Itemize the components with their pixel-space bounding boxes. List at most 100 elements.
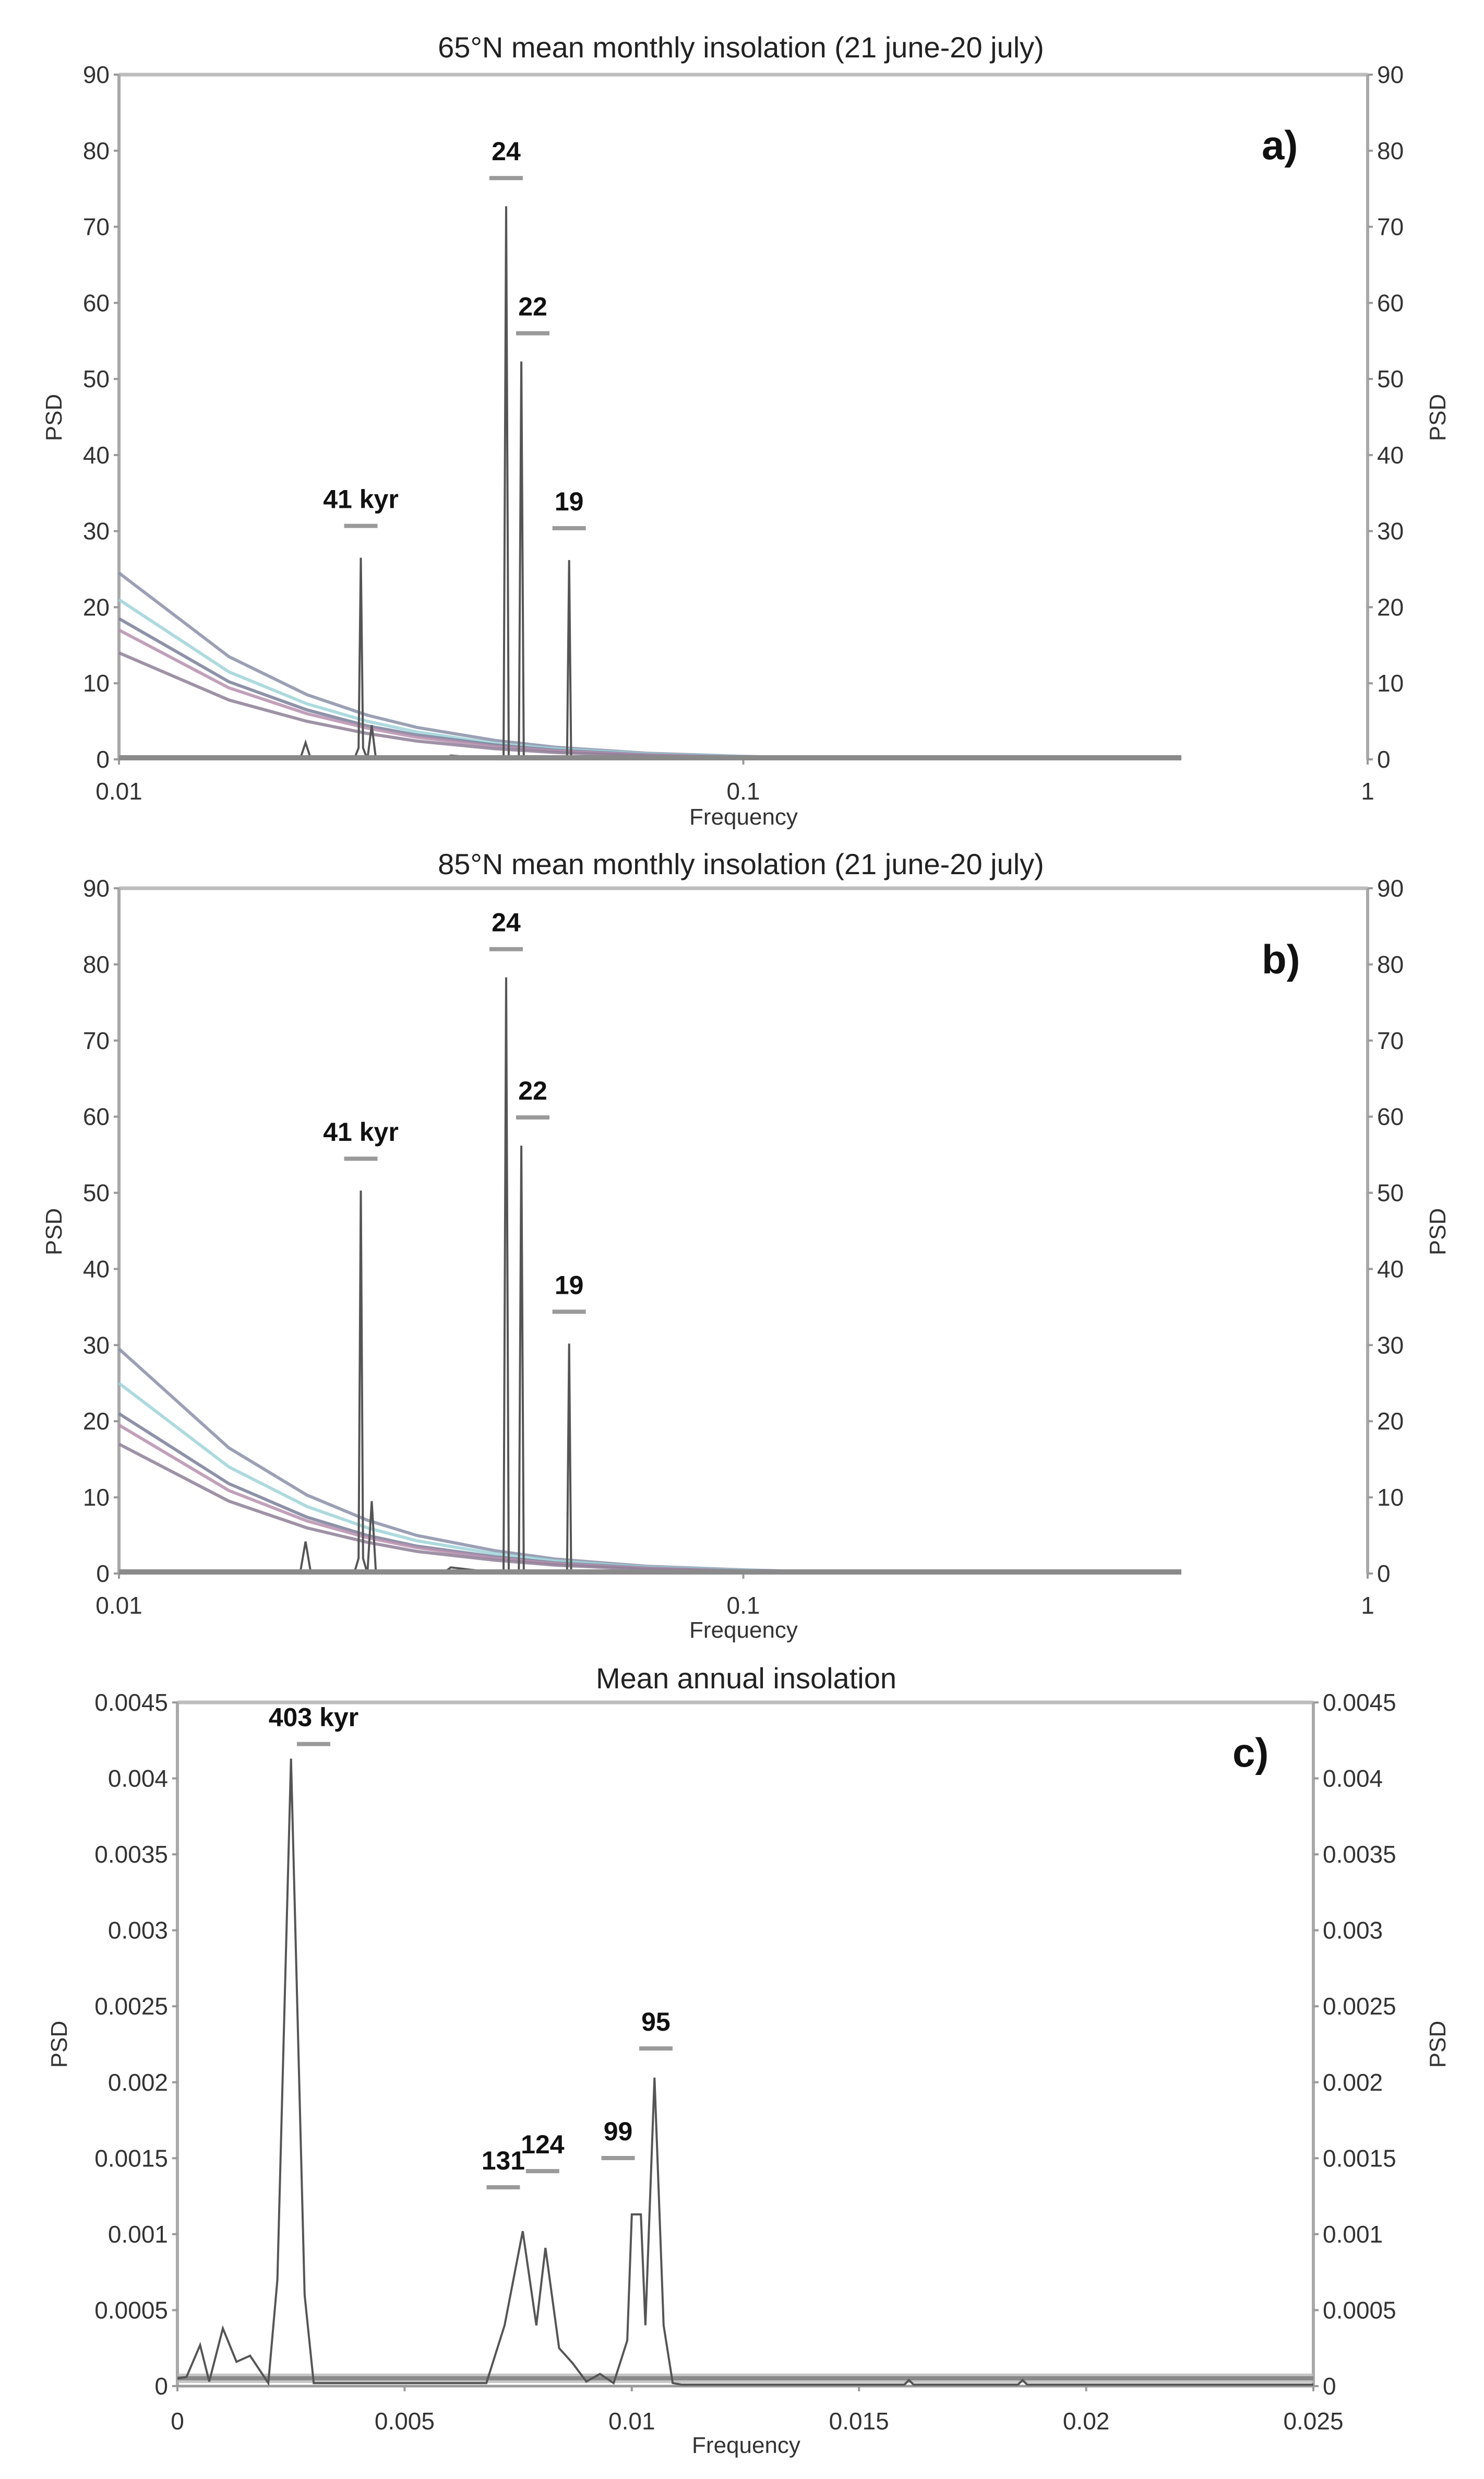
y-tick-label: 0.0015	[94, 2144, 168, 2172]
y-tick-label: 0.004	[1323, 1765, 1383, 1792]
x-tick-label: 0.1	[727, 778, 760, 805]
panel-c-y-ticks-right: 0 0.0005 0.001 0.0015 0.002 0.0025 0.003 0.0035…	[1313, 1689, 1396, 2400]
curve-confidence-upper-99	[117, 1348, 815, 1574]
panel-b-baseline	[119, 1569, 1181, 1575]
y-tick-label: 50	[1377, 365, 1404, 392]
peak-label: 131	[482, 2146, 525, 2175]
peak-frequency-annotation	[525, 2169, 559, 2174]
y-tick-label: 10	[83, 670, 110, 697]
panel-a-x-ticks: 0.01 0.1 1	[95, 759, 1374, 805]
panel-c-title: Mean annual insolation	[596, 1662, 896, 1695]
y-tick-label: 90	[83, 875, 110, 902]
y-tick-label: 70	[83, 213, 110, 241]
peak-label: 22	[518, 1076, 547, 1105]
peak-frequency-annotation	[489, 176, 523, 181]
y-tick-label: 0.0005	[1323, 2296, 1396, 2323]
peak-label: 19	[555, 1270, 584, 1300]
y-tick-label: 0.002	[108, 2069, 168, 2096]
y-tick-label: 40	[83, 1255, 110, 1282]
y-tick-label: 50	[1377, 1179, 1404, 1207]
peak-frequency-annotation	[489, 947, 523, 951]
peak-frequency-annotation	[552, 1309, 586, 1314]
y-tick-label: 10	[1377, 1484, 1404, 1511]
y-tick-label: 30	[1377, 518, 1404, 545]
panel-c-y-ticks-left: 0 0.0005 0.001 0.0015 0.002 0.0025 0.003 0.0035…	[94, 1689, 177, 2400]
y-tick-label: 0.0025	[1323, 1993, 1396, 2020]
peak-label: 41 kyr	[323, 485, 399, 514]
y-tick-label: 80	[83, 137, 110, 164]
y-tick-label: 0.0035	[1323, 1841, 1396, 1868]
y-tick-label: 0	[154, 2373, 168, 2400]
y-tick-label: 10	[1377, 670, 1404, 697]
panel-b-title: 85°N mean monthly insolation (21 june-20…	[438, 848, 1044, 880]
panel-c-spectrum	[177, 1758, 1313, 2387]
y-tick-label: 0.001	[1323, 2221, 1383, 2248]
peak-label: 124	[521, 2130, 565, 2159]
y-tick-label: 0	[96, 1560, 110, 1587]
y-tick-label: 80	[1377, 951, 1404, 978]
x-tick-label: 0.01	[95, 778, 142, 805]
peak-frequency-annotation	[516, 331, 550, 336]
x-tick-label: 0.01	[95, 1592, 142, 1619]
x-tick-label: 1	[1361, 778, 1374, 805]
panel-c-mean-annual: Mean annual insolation 0 0.0005 0.001 0.001…	[46, 1662, 1451, 2458]
y-tick-label: 70	[1377, 213, 1404, 241]
peak-label: 95	[641, 2007, 671, 2036]
y-tick-label: 30	[83, 1331, 110, 1358]
panel-a-peak-labels: 41 kyr 24 22 19	[323, 137, 586, 531]
panel-a-xlabel: Frequency	[689, 804, 798, 830]
x-tick-label: 1	[1361, 1592, 1374, 1619]
panel-a-baseline	[119, 755, 1181, 760]
peak-label: 41 kyr	[323, 1117, 399, 1147]
y-tick-label: 90	[1377, 61, 1404, 88]
peak-frequency-annotation	[296, 1742, 330, 1746]
y-tick-label: 40	[1377, 1255, 1404, 1282]
panel-b-xlabel: Frequency	[689, 1617, 798, 1643]
panel-a-confidence-curves	[118, 571, 815, 760]
y-tick-label: 70	[1377, 1027, 1404, 1054]
spectrum-line	[119, 977, 1180, 1575]
panel-a-tag: a)	[1262, 122, 1298, 168]
peak-label: 19	[555, 487, 584, 516]
panel-b-ylabel-left: PSD	[41, 1208, 67, 1255]
peak-frequency-annotation	[516, 1115, 550, 1120]
x-tick-label: 0	[171, 2408, 184, 2435]
y-tick-label: 80	[83, 951, 110, 978]
x-tick-label: 0.015	[829, 2408, 889, 2435]
y-tick-label: 60	[83, 289, 110, 316]
peak-label: 22	[518, 292, 547, 321]
y-tick-label: 0.0045	[94, 1689, 168, 1716]
y-tick-label: 50	[83, 1179, 110, 1207]
y-tick-label: 0	[1377, 746, 1391, 773]
panel-a-y-ticks-right: 0 10 20 30 40 50 60 70 80 90	[1368, 61, 1404, 773]
y-tick-label: 60	[1377, 1103, 1404, 1130]
panel-b-tag: b)	[1262, 936, 1300, 982]
peak-label: 403 kyr	[269, 1703, 358, 1732]
peak-frequency-annotation	[344, 1157, 378, 1161]
y-tick-label: 20	[83, 593, 110, 621]
y-tick-label: 0.0045	[1323, 1689, 1396, 1716]
y-tick-label: 10	[83, 1484, 110, 1511]
y-tick-label: 30	[1377, 1331, 1404, 1358]
panel-a-65n-monthly: 65°N mean monthly insolation (21 june-20…	[41, 31, 1451, 830]
y-tick-label: 20	[1377, 1408, 1404, 1435]
panel-c-x-ticks: 0 0.005 0.01 0.015 0.02 0.025	[171, 2386, 1344, 2435]
panel-b-y-ticks-right: 0 10 20 30 40 50 60 70 80 90	[1368, 875, 1404, 1587]
y-tick-label: 60	[1377, 289, 1404, 316]
panel-b-confidence-curves	[117, 1348, 815, 1574]
peak-frequency-annotation	[344, 523, 378, 528]
y-tick-label: 0	[1323, 2373, 1336, 2400]
y-tick-label: 40	[1377, 442, 1404, 469]
peak-frequency-annotation	[639, 2046, 673, 2051]
y-tick-label: 80	[1377, 137, 1404, 164]
panel-b-ylabel-right: PSD	[1425, 1208, 1451, 1255]
peak-label: 24	[492, 908, 521, 937]
panel-b-y-ticks-left: 0 10 20 30 40 50 60 70 80 90	[83, 875, 119, 1587]
y-tick-label: 40	[83, 442, 110, 469]
y-tick-label: 0.0025	[94, 1993, 168, 2020]
y-tick-label: 20	[1377, 593, 1404, 621]
y-tick-label: 0.003	[108, 1917, 168, 1944]
peak-frequency-annotation	[552, 526, 586, 531]
